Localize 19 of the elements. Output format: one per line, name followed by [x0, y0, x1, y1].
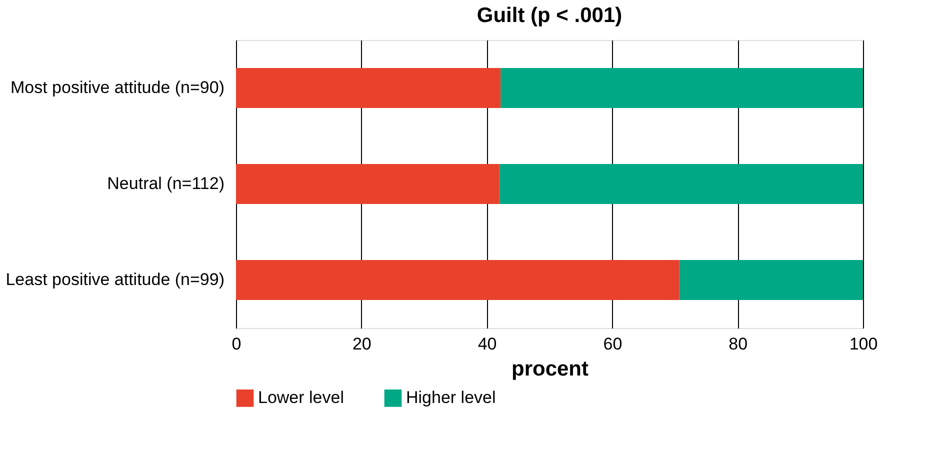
- x-axis-title: procent: [511, 358, 589, 380]
- bar: [500, 68, 863, 108]
- y-tick-label: Neutral (n=112): [107, 174, 224, 193]
- bar: [236, 260, 680, 300]
- legend-label: Lower level: [258, 388, 344, 408]
- chart-title: Guilt (p < .001): [476, 4, 622, 27]
- x-tick-label: 60: [603, 334, 622, 354]
- x-tick-label: 40: [478, 334, 497, 354]
- y-tick-label: Least positive attitude (n=99): [6, 270, 224, 289]
- x-tick-label: 20: [352, 334, 372, 354]
- bar: [236, 68, 501, 108]
- x-tick-label: 100: [849, 334, 878, 354]
- y-tick-label: Most positive attitude (n=90): [10, 78, 224, 97]
- x-tick-label: 0: [232, 334, 242, 354]
- bar: [679, 260, 863, 300]
- legend-label: Higher level: [406, 388, 496, 408]
- x-tick-label: 80: [728, 334, 748, 354]
- bar: [499, 164, 863, 204]
- bar: [236, 164, 500, 204]
